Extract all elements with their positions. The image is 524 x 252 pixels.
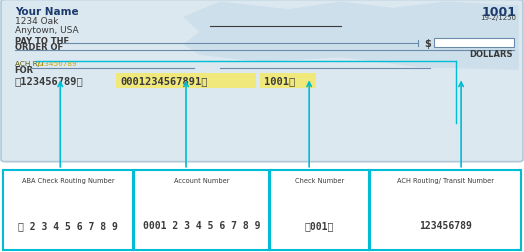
Text: ⑁001⑆: ⑁001⑆ (305, 220, 334, 231)
Text: 19-2/1250: 19-2/1250 (480, 15, 516, 21)
FancyBboxPatch shape (434, 39, 514, 48)
Text: $: $ (424, 39, 431, 49)
Text: PAY TO THE: PAY TO THE (15, 37, 69, 46)
Text: 123456789: 123456789 (36, 60, 77, 67)
FancyBboxPatch shape (116, 74, 256, 89)
Text: ACH R/T: ACH R/T (15, 60, 47, 67)
Text: ABA Check Routing Number: ABA Check Routing Number (22, 178, 114, 184)
Text: Your Name: Your Name (15, 7, 78, 17)
FancyBboxPatch shape (134, 170, 269, 250)
FancyBboxPatch shape (3, 170, 133, 250)
Text: 1234 Oak: 1234 Oak (15, 17, 58, 26)
FancyBboxPatch shape (260, 74, 316, 89)
Polygon shape (183, 3, 519, 71)
Text: ⑁ 2 3 4 5 6 7 8 9: ⑁ 2 3 4 5 6 7 8 9 (18, 220, 118, 231)
Text: Account Number: Account Number (174, 178, 230, 184)
FancyBboxPatch shape (370, 170, 521, 250)
Text: Anytown, USA: Anytown, USA (15, 26, 78, 35)
FancyBboxPatch shape (270, 170, 369, 250)
Text: ORDER OF: ORDER OF (15, 43, 63, 52)
Text: DOLLARS: DOLLARS (469, 50, 512, 59)
Text: 1001: 1001 (481, 6, 516, 19)
Text: 0001 2 3 4 5 6 7 8 9: 0001 2 3 4 5 6 7 8 9 (143, 220, 260, 231)
Text: FOR: FOR (15, 66, 34, 75)
FancyBboxPatch shape (1, 1, 523, 162)
Text: 0001234567891⑈: 0001234567891⑈ (120, 76, 208, 86)
Text: 1001⑆: 1001⑆ (264, 76, 296, 86)
Text: ⑁123456789⑂: ⑁123456789⑂ (15, 76, 83, 86)
Text: 123456789: 123456789 (419, 220, 472, 231)
Text: Check Number: Check Number (295, 178, 344, 184)
Text: ACH Routing/ Transit Number: ACH Routing/ Transit Number (397, 178, 494, 184)
